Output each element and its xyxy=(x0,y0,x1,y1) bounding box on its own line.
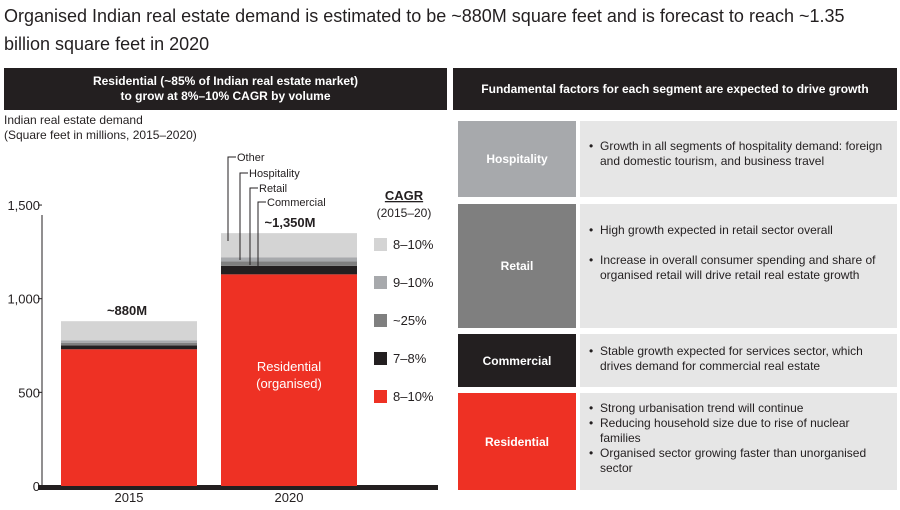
segment-bullet: Stable growth expected for services sect… xyxy=(580,344,887,374)
segment-bullet: Increase in overall consumer spending an… xyxy=(580,253,887,283)
segment-bullet: Organised sector growing faster than uno… xyxy=(580,446,887,476)
callout-line-other xyxy=(227,156,236,241)
callout-label-other: Other xyxy=(237,152,265,164)
bar-segment-other-2015 xyxy=(61,321,197,341)
callout-label-commercial: Commercial xyxy=(267,197,326,209)
segment-label-commercial: Commercial xyxy=(458,334,576,387)
segment-label-residential: Residential xyxy=(458,393,576,490)
segment-bullet: Reducing household size due to rise of n… xyxy=(580,416,887,446)
legend-swatch-hospitality xyxy=(374,276,387,289)
bar-segment-commercial-2020 xyxy=(221,265,357,275)
y-tick-label: 0 xyxy=(33,479,40,494)
legend-label-retail: ~25% xyxy=(393,313,427,328)
legend-subtitle: (2015–20) xyxy=(377,206,432,220)
chart-title: Indian real estate demand xyxy=(4,113,143,127)
bars: 2015 ~880M 2020 ~1,350M Residential (organise… xyxy=(61,215,357,505)
chart-subtitle: (Square feet in millions, 2015–2020) xyxy=(4,128,197,142)
chart-title-block: Indian real estate demand (Square feet i… xyxy=(4,113,197,143)
segment-label-hospitality: Hospitality xyxy=(458,121,576,197)
residential-bar-label-1: Residential xyxy=(257,359,321,374)
legend-label-hospitality: 9–10% xyxy=(393,275,434,290)
legend-label-commercial: 7–8% xyxy=(393,351,427,366)
bar-segment-hospitality-2020 xyxy=(221,257,357,262)
callout-label-hospitality: Hospitality xyxy=(249,168,300,180)
segment-factors-hospitality: Growth in all segments of hospitality de… xyxy=(580,121,897,197)
segment-bullet: High growth expected in retail sector ov… xyxy=(580,223,887,238)
total-label: ~1,350M xyxy=(265,215,316,230)
bar-segment-hospitality-2015 xyxy=(61,340,197,343)
x-axis-line xyxy=(38,485,438,490)
left-header-line2: to grow at 8%–10% CAGR by volume xyxy=(120,89,331,103)
legend-swatch-residential xyxy=(374,390,387,403)
y-tick-label: 500 xyxy=(18,385,40,400)
slide-title: Organised Indian real estate demand is e… xyxy=(4,6,845,54)
legend-swatch-commercial xyxy=(374,352,387,365)
legend-label-residential: 8–10% xyxy=(393,389,434,404)
legend-swatch-retail xyxy=(374,314,387,327)
legend-label-other: 8–10% xyxy=(393,237,434,252)
segment-factors-residential: Strong urbanisation trend will continueR… xyxy=(580,393,897,490)
y-tick-label: 1,000 xyxy=(7,292,40,307)
segment-factors-commercial: Stable growth expected for services sect… xyxy=(580,334,897,387)
legend-title: CAGR xyxy=(385,188,424,203)
segment-factors-retail: High growth expected in retail sector ov… xyxy=(580,204,897,328)
callout-line-commercial xyxy=(257,201,266,266)
segment-bullet: Growth in all segments of hospitality de… xyxy=(580,139,887,169)
y-axis: 0 500 1,000 1,500 xyxy=(7,198,438,494)
bar-segment-commercial-2015 xyxy=(61,345,197,350)
right-panel-header: Fundamental factors for each segment are… xyxy=(453,68,897,110)
callout-line-retail xyxy=(249,187,258,265)
total-label: ~880M xyxy=(107,303,147,318)
left-header-line1: Residential (~85% of Indian real estate … xyxy=(92,74,359,88)
bar-segment-retail-2020 xyxy=(221,261,357,266)
callout-label-retail: Retail xyxy=(259,183,287,195)
callout-line-hospitality xyxy=(239,172,248,260)
left-panel-header: Residential (~85% of Indian real estate … xyxy=(4,68,447,110)
x-tick-label: 2015 xyxy=(115,490,144,505)
segment-label-retail: Retail xyxy=(458,204,576,328)
legend: CAGR (2015–20) 8–10% 9–10% ~25% 7–8% 8–10% xyxy=(374,188,434,404)
segment-bullet: Strong urbanisation trend will continue xyxy=(580,401,887,416)
bar-segment-residential-2015 xyxy=(61,349,197,486)
legend-swatch-other xyxy=(374,238,387,251)
residential-bar-label-2: (organised) xyxy=(256,376,322,391)
x-tick-label: 2020 xyxy=(275,490,304,505)
callouts: Other Hospitality Retail Commercial xyxy=(227,152,326,266)
bar-segment-other-2020 xyxy=(221,233,357,258)
bar-segment-residential-2020 xyxy=(221,274,357,486)
y-tick-label: 1,500 xyxy=(7,198,40,213)
bar-segment-retail-2015 xyxy=(61,342,197,346)
stacked-bar-chart: 0 500 1,000 1,500 2015 ~880M 2020 ~1,350M Resid… xyxy=(7,152,438,505)
